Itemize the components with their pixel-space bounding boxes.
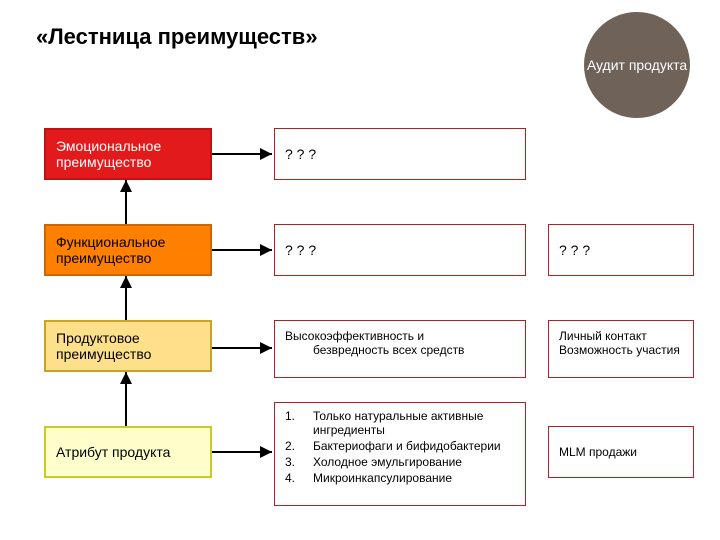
page-title: «Лестница преимуществ» [36, 24, 318, 50]
mid-box-2: Высокоэффективность ибезвредность всех с… [274, 320, 526, 378]
mid-box-0: ? ? ? [274, 128, 526, 180]
mid-box-1: ? ? ? [274, 224, 526, 276]
right-box-1: Личный контактВозможность участия [548, 320, 694, 378]
mid-box-3: 1.Только натуральные активные ингредиент… [274, 402, 526, 506]
audit-badge: Аудит продукта [584, 12, 690, 118]
right-box-2: MLM продажи [548, 426, 694, 478]
right-box-0: ? ? ? [548, 224, 694, 276]
audit-badge-label: Аудит продукта [587, 57, 687, 73]
